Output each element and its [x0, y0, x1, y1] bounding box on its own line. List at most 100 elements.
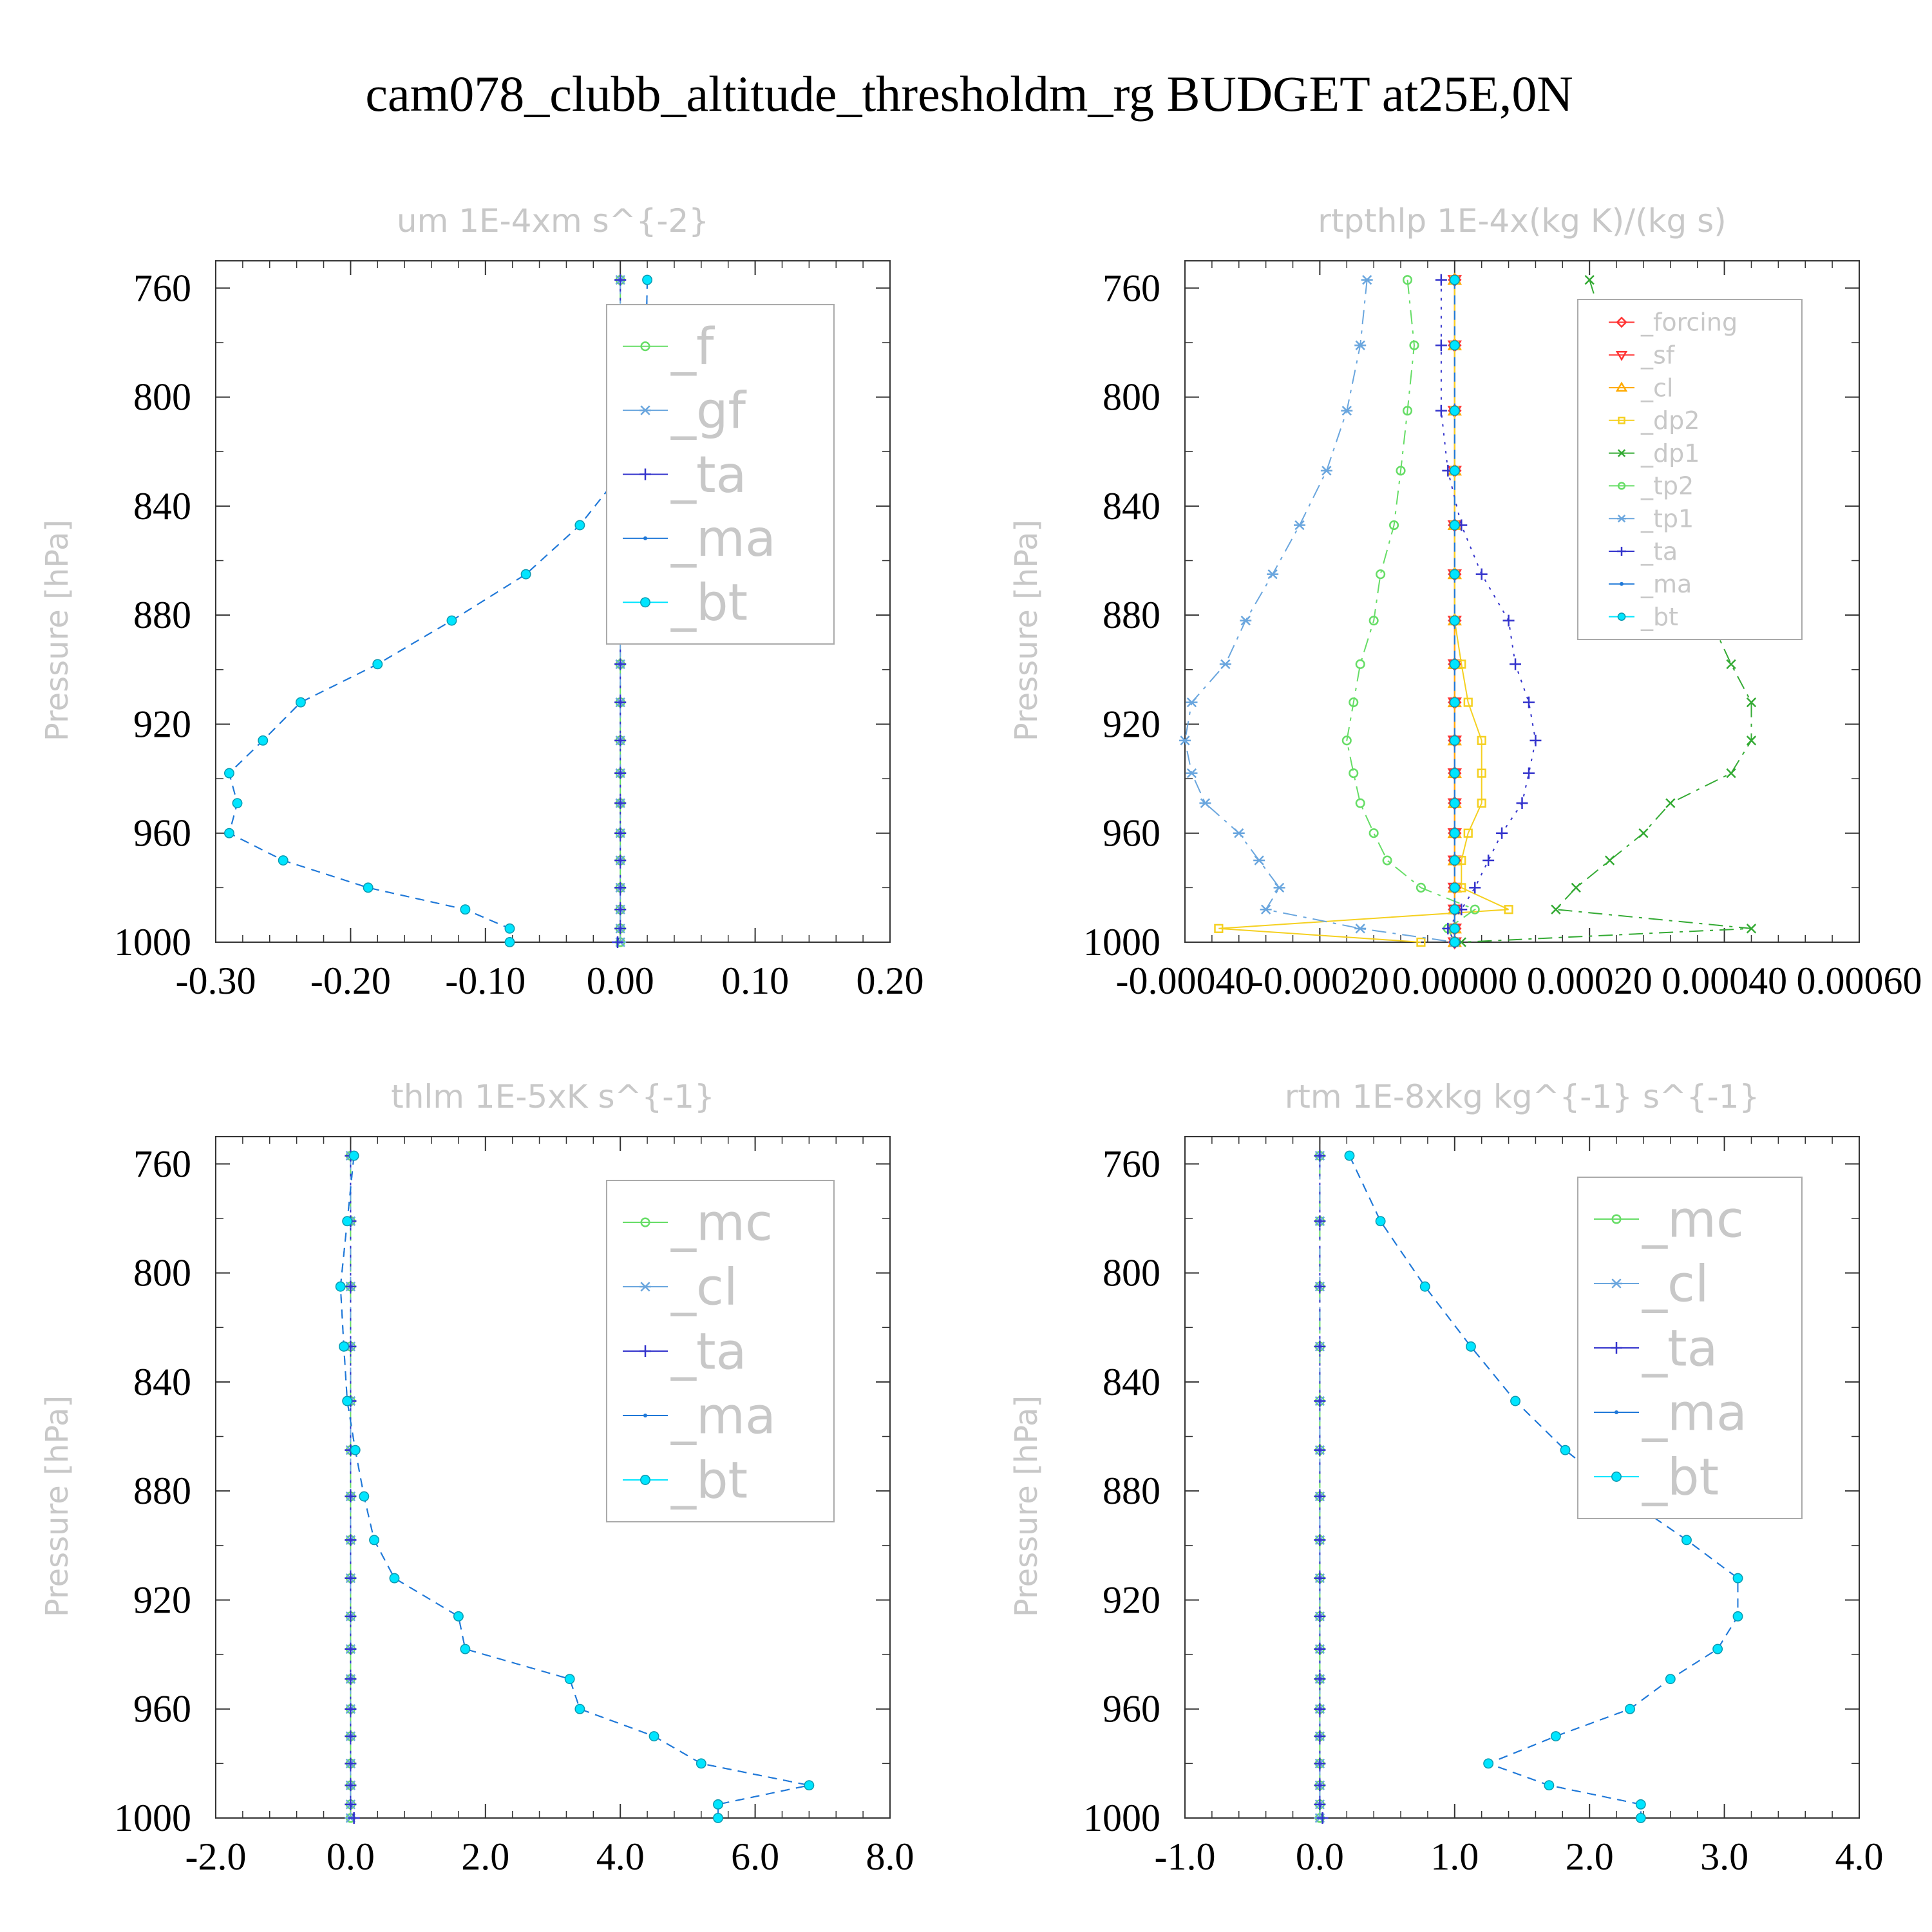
- data-point: [1341, 406, 1353, 416]
- data-point: [1449, 697, 1460, 708]
- data-point: [696, 1758, 706, 1769]
- x-tick-label: 1.0: [1430, 1835, 1479, 1878]
- y-axis-label: Pressure [hPa]: [39, 520, 75, 741]
- x-tick-label: -0.00020: [1251, 960, 1389, 1002]
- y-tick-label: 880: [1103, 1470, 1160, 1512]
- chart-panel-3: thlm 1E-5xK s^{-1} Pressure [hPa] 760 800 84…: [39, 1078, 914, 1878]
- legend-marker: [1617, 482, 1626, 490]
- data-point: [1314, 1798, 1326, 1810]
- data-point: [223, 828, 234, 838]
- legend-marker: [1611, 1214, 1622, 1224]
- data-point: [1214, 923, 1224, 933]
- data-point: [1746, 697, 1757, 708]
- data-point: [1449, 904, 1460, 915]
- chart-panel-4: rtm 1E-8xkg kg^{-1} s^{-1} Pressure [hPa]…: [1009, 1078, 1884, 1878]
- data-point: [504, 923, 515, 934]
- data-point: [1253, 855, 1265, 866]
- data-point: [345, 1280, 357, 1293]
- legend-marker: [1617, 612, 1626, 621]
- legend-marker: [1615, 351, 1628, 361]
- data-point: [1449, 937, 1460, 947]
- data-point: [278, 855, 289, 866]
- data-point: [1349, 768, 1359, 779]
- series-line: [228, 279, 649, 942]
- y-tick-label: 920: [1103, 703, 1160, 745]
- data-point: [345, 1798, 357, 1810]
- x-tick-label: -0.00040: [1116, 960, 1255, 1002]
- data-point: [1477, 799, 1486, 808]
- legend-label: _ma: [670, 1387, 776, 1445]
- data-point: [1530, 734, 1542, 746]
- data-point: [345, 1534, 357, 1546]
- legend-label: _tp2: [1640, 472, 1694, 500]
- data-point: [1449, 274, 1460, 285]
- data-point: [1260, 904, 1272, 914]
- data-point: [1273, 882, 1285, 893]
- data-point: [1219, 659, 1231, 669]
- legend-label: _gf: [670, 382, 747, 440]
- data-point: [1551, 904, 1561, 914]
- y-tick-label: 920: [1103, 1578, 1160, 1621]
- data-point: [342, 1216, 353, 1227]
- series-line: [339, 1155, 810, 1818]
- data-point: [1635, 1799, 1646, 1810]
- data-point: [1560, 1444, 1571, 1455]
- legend-label: _ta: [1642, 1320, 1718, 1378]
- x-tick-label: -2.0: [185, 1835, 247, 1878]
- data-point: [1402, 406, 1413, 416]
- data-point: [345, 1703, 357, 1715]
- x-tick-label: -0.10: [445, 960, 526, 1002]
- data-point: [1469, 882, 1481, 894]
- data-point: [1349, 697, 1359, 708]
- x-tick-label: 0.00: [587, 960, 654, 1002]
- data-point: [1522, 767, 1535, 779]
- legend-marker: [1617, 449, 1626, 457]
- series-line: [1218, 279, 1510, 943]
- data-point: [1449, 615, 1460, 626]
- legend-marker: [1618, 417, 1625, 424]
- data-point: [1449, 855, 1460, 866]
- legend-label: _ma: [670, 510, 776, 568]
- data-point: [614, 658, 627, 670]
- data-point: [1316, 1812, 1329, 1824]
- data-point: [1449, 659, 1460, 670]
- legend-label: _f: [670, 318, 715, 376]
- y-tick-label: 840: [133, 1361, 191, 1403]
- data-point: [1416, 882, 1426, 893]
- legend-marker: [640, 341, 650, 352]
- data-point: [1419, 1281, 1430, 1292]
- legend-label: _ma: [1642, 1384, 1747, 1442]
- data-point: [460, 1643, 471, 1654]
- data-point: [1449, 520, 1460, 531]
- y-tick-label: 880: [133, 594, 191, 636]
- data-point: [1354, 923, 1367, 934]
- y-axis-label: Pressure [hPa]: [1009, 1396, 1045, 1617]
- data-point: [446, 615, 457, 626]
- panel-title: um 1E-4xm s^{-2}: [397, 202, 709, 240]
- y-tick-label: 920: [133, 703, 191, 745]
- y-tick-label: 1000: [1083, 921, 1160, 963]
- data-point: [1516, 797, 1528, 810]
- legend-label: _sf: [1640, 341, 1676, 370]
- data-point: [223, 768, 234, 779]
- data-point: [612, 936, 624, 948]
- data-point: [1314, 1150, 1326, 1162]
- legend-marker: [1617, 547, 1626, 556]
- data-point: [1314, 1395, 1326, 1407]
- data-point: [295, 697, 306, 708]
- data-point: [342, 1396, 353, 1406]
- plot-frame: [215, 260, 891, 943]
- data-point: [1314, 1730, 1326, 1743]
- x-tick-label: 0.00000: [1392, 960, 1517, 1002]
- data-point: [1726, 768, 1736, 779]
- y-tick-label: 800: [1103, 1252, 1160, 1294]
- series-line: [350, 1155, 355, 1819]
- data-point: [1293, 520, 1305, 531]
- data-point: [1732, 1611, 1743, 1622]
- data-point: [1625, 1703, 1635, 1714]
- data-point: [1435, 274, 1447, 286]
- data-point: [1449, 405, 1460, 416]
- data-point: [614, 855, 627, 867]
- legend-marker: [1620, 582, 1624, 586]
- legend-marker: [640, 597, 650, 608]
